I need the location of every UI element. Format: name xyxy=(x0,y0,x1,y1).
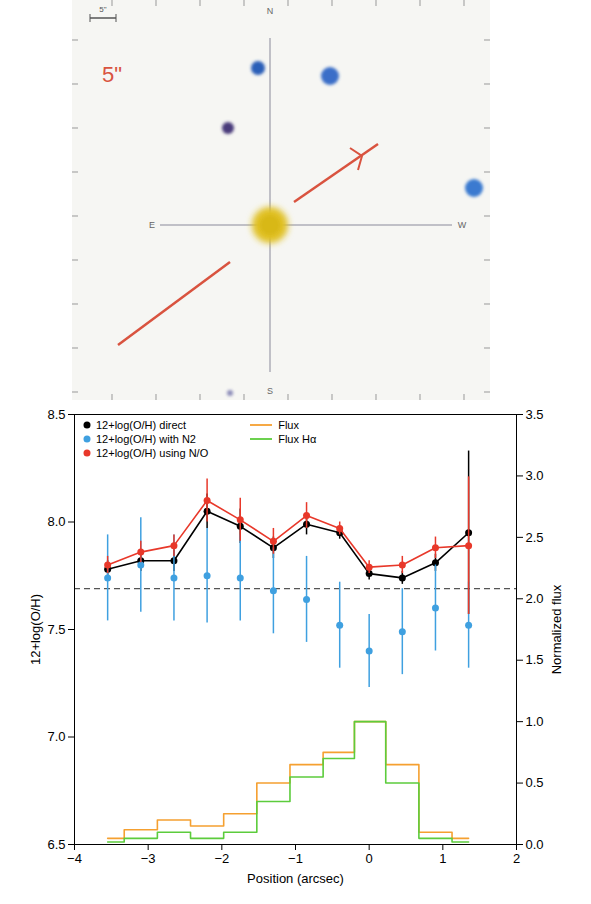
svg-text:0.5: 0.5 xyxy=(526,775,544,790)
html-text:12+log(O/H) using N/O: 12+log(O/H) using N/O xyxy=(96,447,209,459)
svg-text:S: S xyxy=(267,386,273,396)
svg-text:5": 5" xyxy=(99,5,106,14)
svg-text:1.5: 1.5 xyxy=(526,652,544,667)
svg-text:0.0: 0.0 xyxy=(526,837,544,852)
svg-text:7.5: 7.5 xyxy=(47,622,65,637)
html-text:Flux: Flux xyxy=(278,419,299,431)
svg-text:−3: −3 xyxy=(141,851,156,866)
svg-text:N: N xyxy=(267,6,274,16)
svg-text:3.5: 3.5 xyxy=(526,407,544,422)
svg-text:2.5: 2.5 xyxy=(526,530,544,545)
svg-text:E: E xyxy=(149,220,155,230)
svg-text:3.0: 3.0 xyxy=(526,468,544,483)
svg-text:6.5: 6.5 xyxy=(47,837,65,852)
svg-text:0: 0 xyxy=(366,851,373,866)
svg-text:−4: −4 xyxy=(67,851,82,866)
svg-text:5": 5" xyxy=(102,62,122,87)
svg-text:1: 1 xyxy=(439,851,446,866)
svg-text:2: 2 xyxy=(513,851,520,866)
svg-text:8.5: 8.5 xyxy=(47,407,65,422)
svg-text:Position (arcsec): Position (arcsec) xyxy=(247,871,344,886)
svg-text:7.0: 7.0 xyxy=(47,729,65,744)
html-text:12+log(O/H) direct: 12+log(O/H) direct xyxy=(96,419,187,431)
svg-text:−1: −1 xyxy=(288,851,303,866)
svg-text:1.0: 1.0 xyxy=(526,714,544,729)
html-text:12+log(O/H) with N2: 12+log(O/H) with N2 xyxy=(96,433,196,445)
svg-text:12+log(O/H): 12+log(O/H) xyxy=(28,594,43,665)
svg-text:−2: −2 xyxy=(214,851,229,866)
svg-text:8.0: 8.0 xyxy=(47,514,65,529)
svg-text:Normalized flux: Normalized flux xyxy=(549,584,564,674)
svg-text:W: W xyxy=(458,220,467,230)
svg-text:2.0: 2.0 xyxy=(526,591,544,606)
html-text:Flux Hα: Flux Hα xyxy=(278,433,317,445)
